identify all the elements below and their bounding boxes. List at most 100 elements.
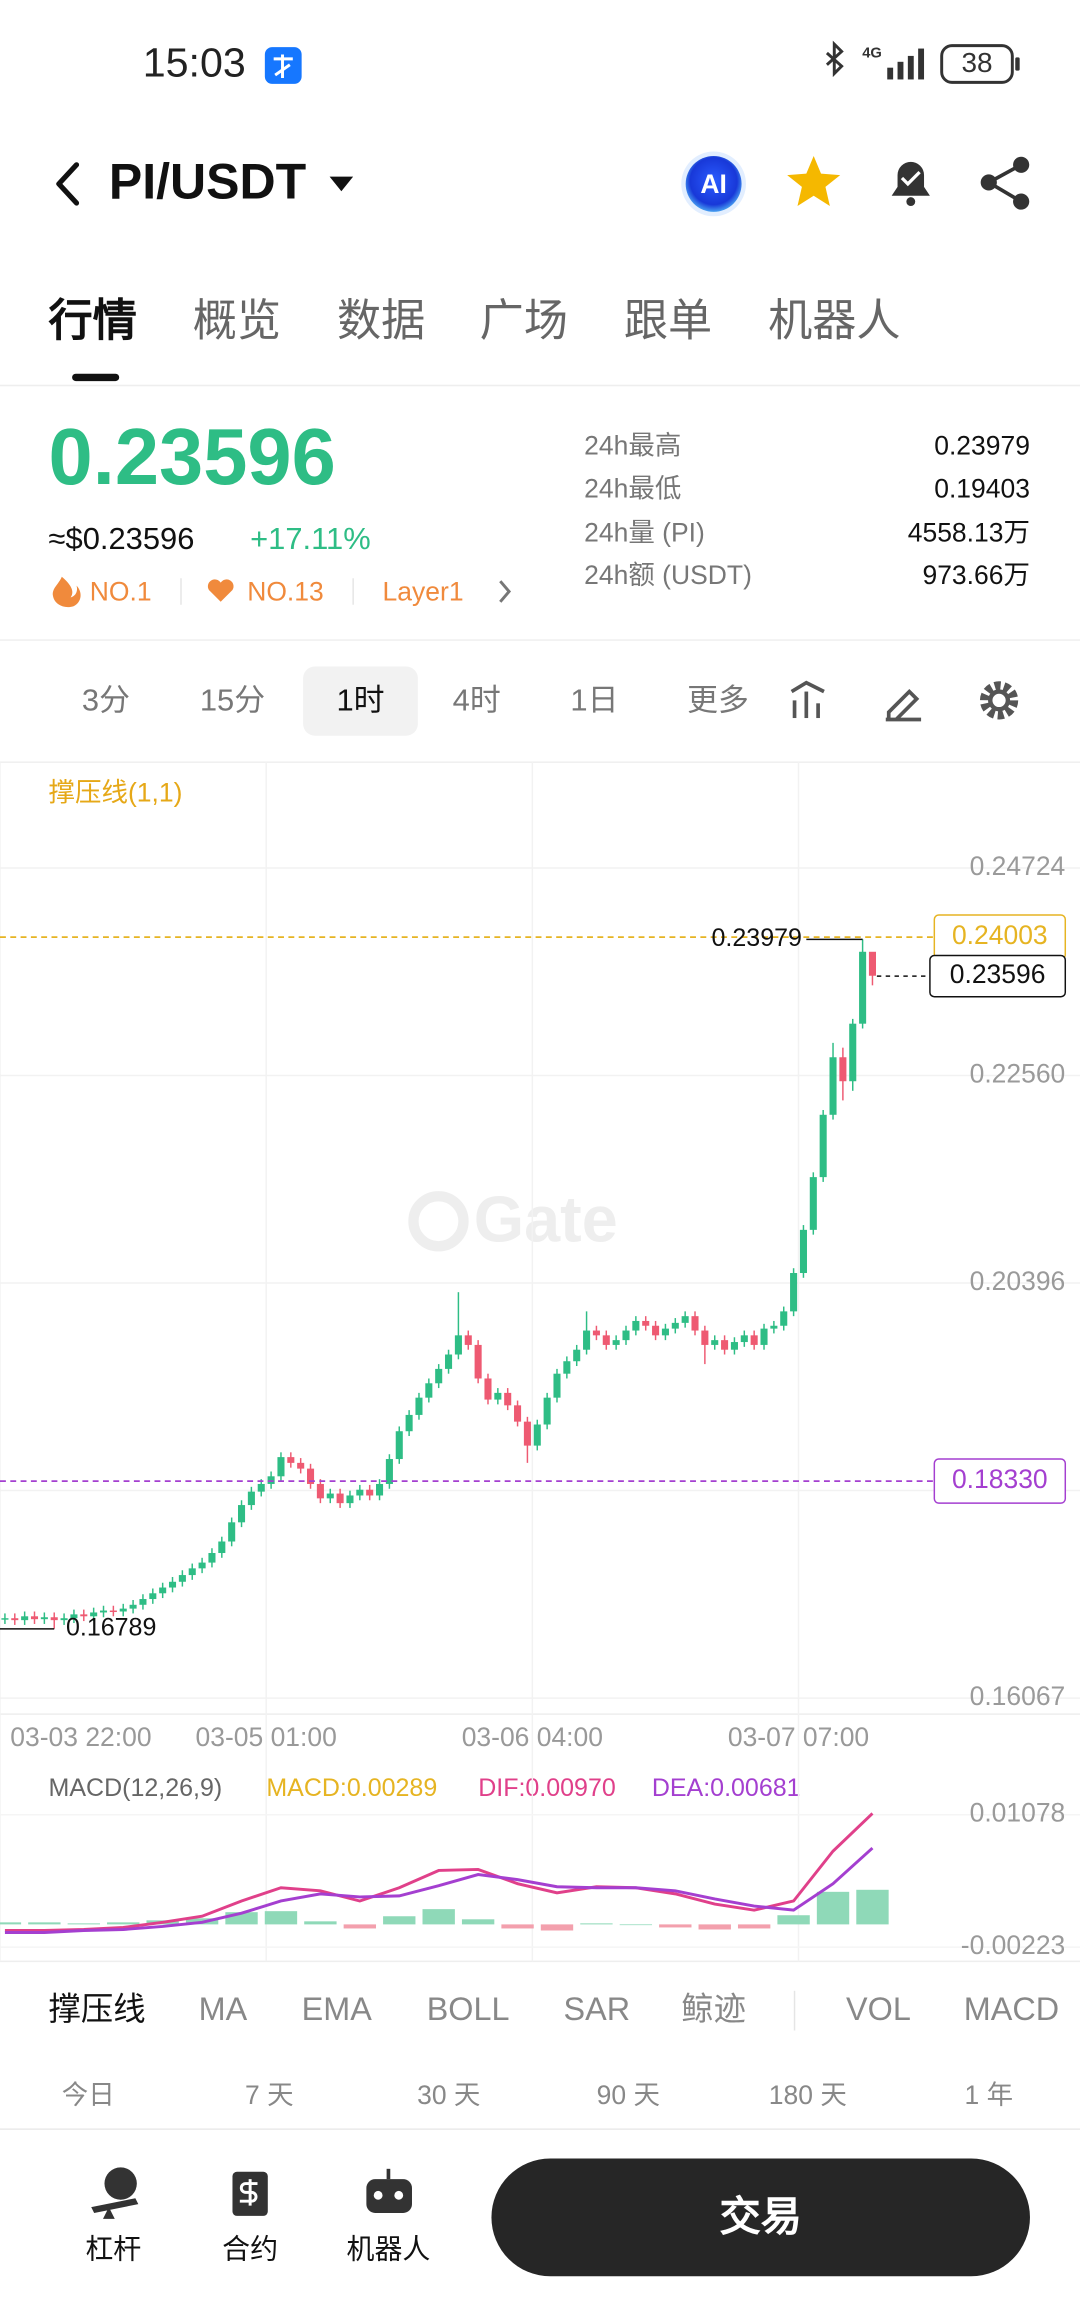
last-price: 0.23596 xyxy=(48,413,336,502)
candle-body xyxy=(30,1616,39,1620)
pair-title[interactable]: PI/USDT xyxy=(108,154,307,211)
candle-body xyxy=(484,1378,492,1400)
last-price-label: 0.23596 xyxy=(950,959,1046,989)
candle-body xyxy=(1,1618,9,1620)
macd-histogram-bar xyxy=(107,1922,140,1925)
chart-type-icon[interactable] xyxy=(790,680,825,719)
candle-body xyxy=(139,1599,147,1605)
range-option[interactable]: 30 天 xyxy=(417,2080,481,2110)
signal-icon xyxy=(887,48,925,80)
stat-label: 24h量 (PI) xyxy=(584,517,705,548)
interval-option[interactable]: 1日 xyxy=(570,684,619,719)
candle-body xyxy=(366,1489,374,1496)
low-marker-label: 0.16789 xyxy=(66,1613,156,1641)
indicator-tab[interactable]: VOL xyxy=(846,1990,911,2028)
candle-body xyxy=(267,1476,275,1484)
leverage-icon[interactable] xyxy=(91,2167,139,2219)
favorite-star[interactable] xyxy=(787,155,841,206)
rank-badge[interactable]: NO.13 xyxy=(247,576,324,607)
nav-item[interactable]: 机器人 xyxy=(346,2235,431,2266)
interval-selected-bg xyxy=(303,666,418,736)
x-tick-label: 03-06 04:00 xyxy=(462,1722,603,1752)
watermark: Gate xyxy=(474,1182,618,1255)
draw-tool-icon[interactable] xyxy=(885,688,922,722)
ai-button[interactable] xyxy=(685,155,742,212)
stat-value: 4558.13万 xyxy=(907,517,1030,548)
range-option[interactable]: 今日 xyxy=(61,2080,115,2110)
level-tag xyxy=(933,1458,1067,1504)
candle-body xyxy=(563,1361,571,1374)
indicator-tab[interactable]: BOLL xyxy=(426,1990,510,2028)
tab[interactable]: 广场 xyxy=(479,297,568,346)
candle-body xyxy=(21,1616,29,1621)
candle-body xyxy=(129,1604,137,1609)
range-option[interactable]: 7 天 xyxy=(244,2080,294,2110)
rank-badge[interactable]: NO.1 xyxy=(89,576,152,607)
settings-icon[interactable] xyxy=(979,681,1019,720)
candle-body xyxy=(750,1335,758,1345)
tab[interactable]: 行情 xyxy=(48,297,137,346)
badge-chevron[interactable] xyxy=(499,580,512,603)
trade-button[interactable] xyxy=(491,2158,1030,2277)
icon-part xyxy=(394,2190,404,2200)
indicator-tab[interactable]: 撑压线 xyxy=(48,1990,146,2028)
candle-body xyxy=(149,1593,157,1600)
interval-option[interactable]: 3分 xyxy=(81,684,130,719)
range-option[interactable]: 180 天 xyxy=(768,2080,847,2110)
candle-body xyxy=(642,1320,650,1326)
bluetooth-icon xyxy=(825,40,844,78)
back-button[interactable] xyxy=(56,162,80,206)
bot-icon[interactable] xyxy=(366,2168,412,2213)
tab[interactable]: 跟单 xyxy=(623,297,713,346)
tab[interactable]: 机器人 xyxy=(768,297,901,346)
tab[interactable]: 数据 xyxy=(336,297,426,346)
nav-item[interactable]: 杠杆 xyxy=(85,2235,142,2266)
level-label: 0.24003 xyxy=(952,920,1048,950)
macd-label: MACD(12,26,9) xyxy=(49,1774,223,1802)
interval-option[interactable]: 1时 xyxy=(336,684,385,719)
y-tick-label: 0.16067 xyxy=(970,1681,1066,1711)
macd-histogram-bar xyxy=(816,1891,850,1925)
pair-dropdown[interactable] xyxy=(329,176,354,192)
interval-option[interactable]: 15分 xyxy=(199,684,266,719)
dif-value: DIF:0.00970 xyxy=(478,1774,616,1802)
tab-indicator xyxy=(72,373,120,382)
signal-bar xyxy=(918,48,925,80)
dea-value: DEA:0.00681 xyxy=(652,1774,801,1802)
candle-body xyxy=(346,1495,354,1504)
candle-body xyxy=(99,1610,108,1613)
candle-body xyxy=(661,1328,669,1336)
tab[interactable]: 概览 xyxy=(192,297,282,346)
signal-bar xyxy=(907,55,914,80)
contract-icon[interactable] xyxy=(232,2171,268,2216)
sector-badge[interactable]: Layer1 xyxy=(382,576,464,607)
bell-clapper xyxy=(906,197,916,206)
candle-body xyxy=(307,1468,315,1484)
candle-body xyxy=(445,1354,453,1369)
share-node xyxy=(1013,193,1030,210)
candle-body xyxy=(622,1330,630,1341)
ai-label[interactable]: AI xyxy=(700,169,727,199)
candle-body xyxy=(376,1483,384,1496)
y-tick-label: 0.22560 xyxy=(970,1058,1066,1088)
interval-option[interactable]: 更多 xyxy=(687,684,749,719)
stat-value: 0.23979 xyxy=(934,431,1030,461)
interval-option[interactable]: 4时 xyxy=(452,684,501,719)
indicator-tab[interactable]: SAR xyxy=(563,1990,631,2028)
indicator-tab[interactable]: MA xyxy=(198,1990,248,2028)
indicator-tab[interactable]: EMA xyxy=(301,1990,372,2028)
nav-item[interactable]: 合约 xyxy=(222,2235,279,2266)
rank-heart-icon xyxy=(207,579,234,602)
candle-body xyxy=(50,1617,58,1621)
candle-body xyxy=(208,1553,216,1563)
stat-label: 24h额 (USDT) xyxy=(584,560,752,591)
range-option[interactable]: 1 年 xyxy=(964,2080,1014,2110)
indicator-tab[interactable]: 鲸迹 xyxy=(681,1990,747,2028)
stat-label: 24h最高 xyxy=(584,431,682,461)
candle-body xyxy=(868,951,876,976)
range-option[interactable]: 90 天 xyxy=(596,2080,660,2110)
macd-histogram-bar xyxy=(304,1921,337,1925)
trade-label[interactable]: 交易 xyxy=(719,2193,802,2240)
indicator-tab[interactable]: MACD xyxy=(963,1990,1060,2028)
